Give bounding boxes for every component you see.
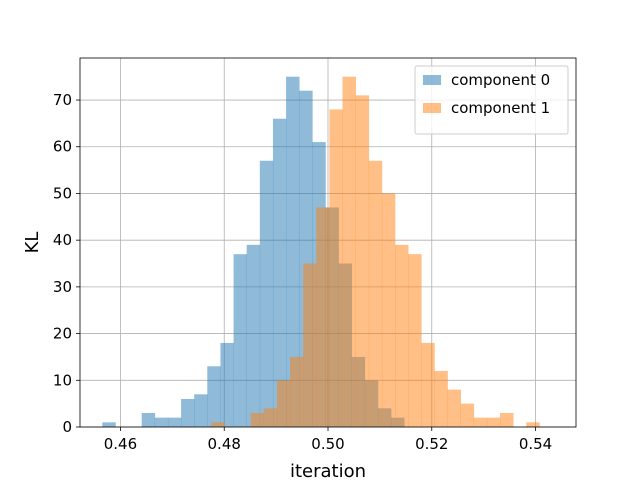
histogram-bar-series-1 [447, 389, 461, 427]
histogram-bar-series-1 [329, 109, 343, 427]
y-tick-label: 40 [53, 231, 72, 249]
histogram-bar-series-1 [408, 254, 422, 427]
histogram-bar-series-1 [381, 193, 396, 427]
y-tick-label: 60 [53, 138, 72, 156]
histogram-bar-series-1 [421, 342, 435, 427]
histogram-bar-series-0 [286, 76, 300, 428]
y-tick-label: 50 [53, 184, 72, 202]
x-tick-label: 0.50 [311, 435, 344, 453]
x-axis-label: iteration [290, 461, 366, 480]
legend: component 0 component 1 [414, 65, 569, 135]
histogram-bar-series-0 [272, 118, 287, 427]
legend-box [414, 65, 569, 135]
histogram-bar-series-1 [263, 408, 278, 427]
histogram-bar-series-0 [141, 412, 156, 427]
histogram-bar-series-1 [290, 356, 304, 427]
y-tick-label: 30 [53, 278, 72, 296]
histogram-bar-series-1 [211, 422, 225, 427]
x-tick-label: 0.48 [208, 435, 241, 453]
histogram-bar-series-0 [181, 398, 195, 427]
histogram-bar-series-1 [526, 422, 540, 427]
histogram-bar-series-1 [276, 380, 291, 427]
histogram-bar-series-1 [342, 76, 356, 428]
x-tick-label: 0.46 [104, 435, 137, 453]
histogram-bar-series-1 [460, 403, 475, 427]
histogram-bar-series-1 [473, 417, 488, 427]
histogram-bar-series-1 [486, 417, 501, 427]
x-tick-label: 0.52 [415, 435, 448, 453]
histogram-bar-series-1 [250, 412, 265, 427]
axis-ticks: 0.46 0.48 0.50 0.52 0.54 0 10 20 30 40 50 60 70 [53, 91, 552, 453]
histogram-bar-series-0 [167, 417, 182, 427]
bars [102, 76, 540, 428]
histogram-bar-series-0 [102, 422, 116, 427]
histogram-bar-series-1 [500, 412, 514, 427]
histogram-bar-series-0 [154, 417, 169, 427]
histogram-bar-series-0 [220, 342, 234, 427]
legend-swatch [423, 103, 441, 113]
legend-label: component 0 [451, 71, 550, 89]
x-tick-label: 0.54 [519, 435, 552, 453]
y-tick-label: 0 [62, 418, 72, 436]
histogram-bar-series-1 [303, 263, 317, 427]
histogram-bar-series-0 [246, 244, 261, 427]
histogram-bar-series-0 [233, 254, 247, 427]
histogram-bar-series-1 [355, 95, 370, 427]
histogram-bar-series-0 [194, 394, 208, 427]
y-tick-label: 20 [53, 325, 72, 343]
histogram-bar-series-1 [395, 244, 409, 427]
histogram-bar-series-1 [368, 160, 383, 427]
histogram-bar-series-1 [316, 207, 330, 427]
legend-swatch [423, 75, 441, 85]
histogram-bar-series-0 [207, 366, 221, 427]
y-tick-label: 10 [53, 371, 72, 389]
histogram-bar-series-1 [434, 370, 448, 427]
y-axis-label: KL [22, 232, 43, 254]
histogram-bar-series-0 [259, 160, 274, 427]
y-tick-label: 70 [53, 91, 72, 109]
legend-label: component 1 [451, 99, 550, 117]
